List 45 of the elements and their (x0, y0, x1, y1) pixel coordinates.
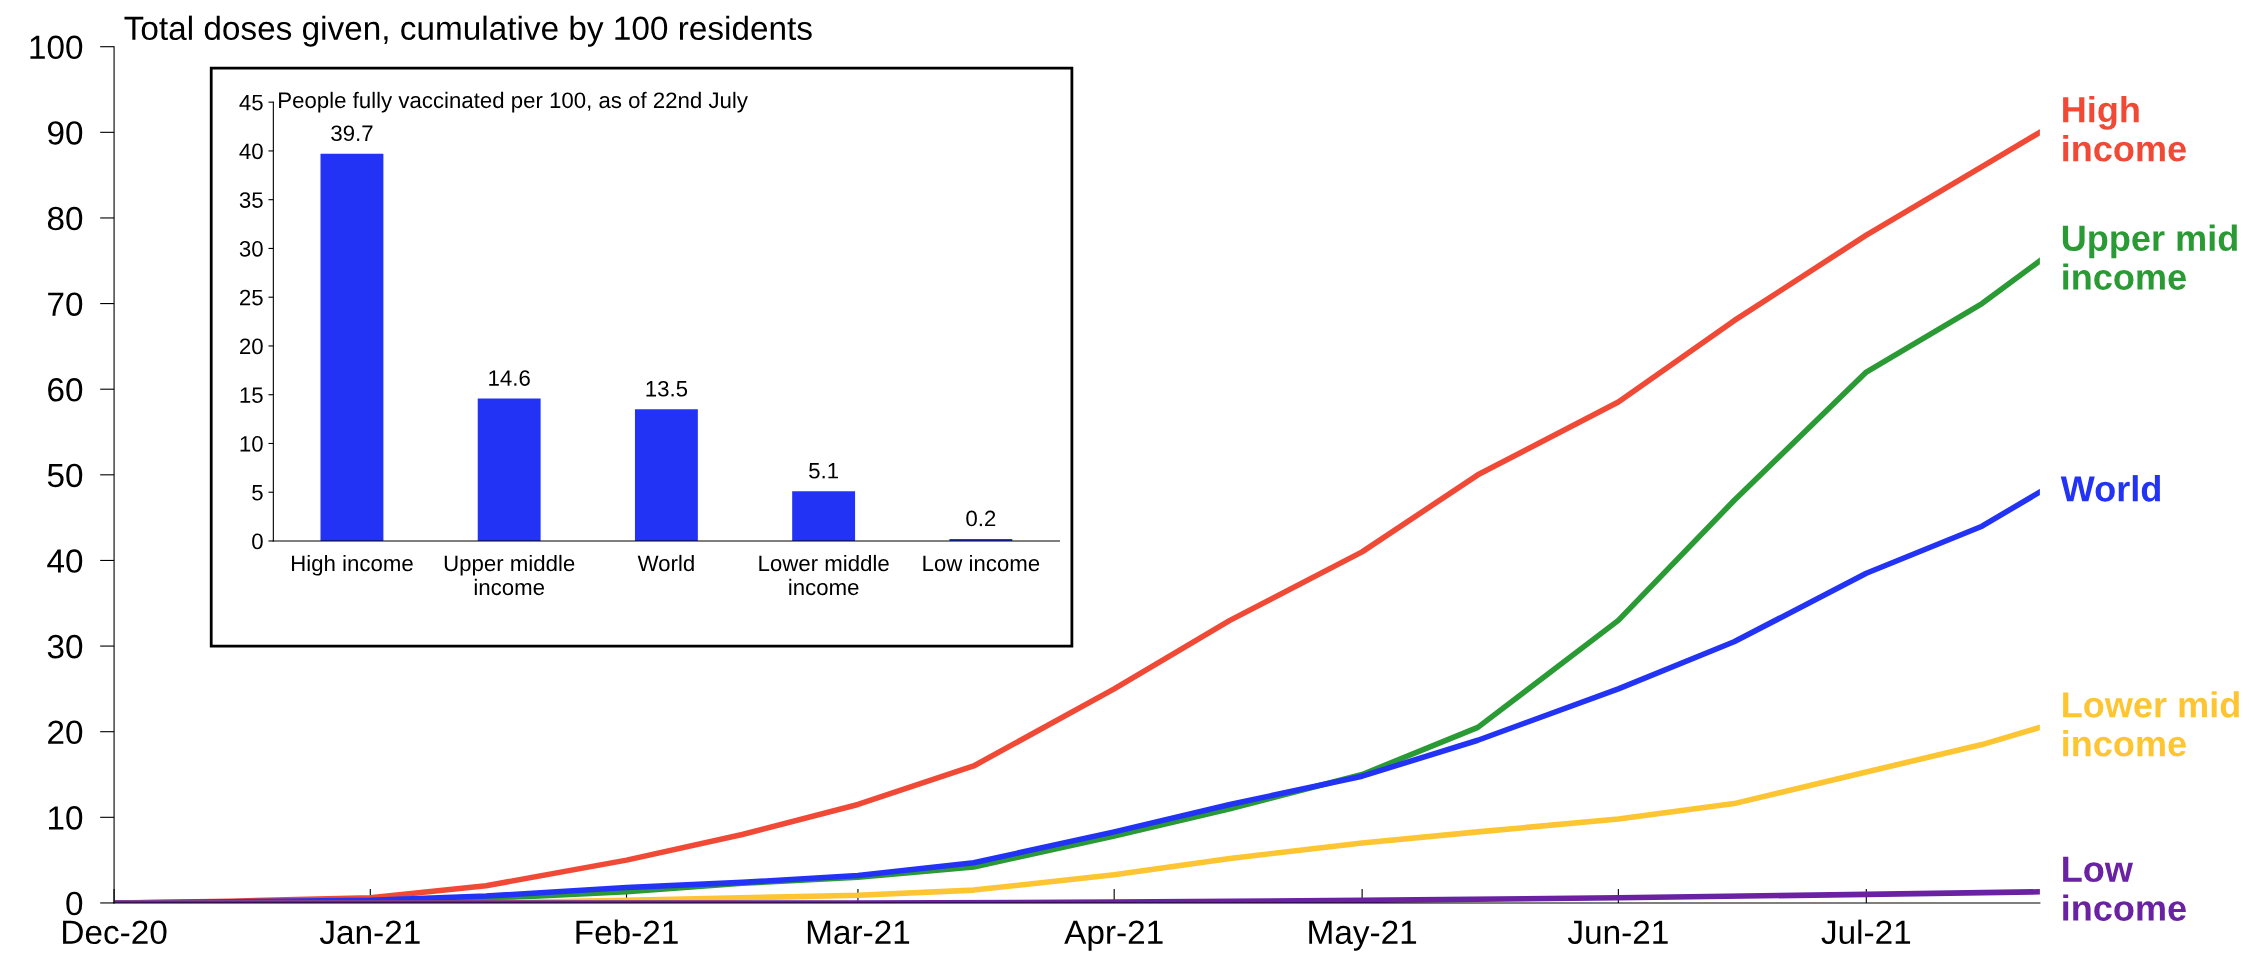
series-label: World (2060, 475, 2160, 502)
y-tick-label: 10 (240, 436, 263, 452)
y-tick-label: 25 (240, 289, 263, 306)
y-tick-label: 70 (48, 292, 83, 316)
y-tick-label: 0 (66, 891, 83, 916)
y-tick-label: 100 (30, 35, 83, 60)
y-tick-label: 45 (239, 94, 263, 111)
y-tick-label: 20 (240, 338, 263, 355)
y-tick-label: 5 (252, 484, 263, 501)
x-tick-label: Jul-21 (1821, 919, 1911, 945)
y-tick-label: 30 (47, 634, 83, 659)
series-label: High income (2063, 95, 2186, 162)
y-tick-label: 40 (47, 549, 83, 573)
y-tick-label: 15 (240, 387, 263, 403)
data-label: 13.5 (646, 380, 688, 397)
x-tick-label: Jun-21 (1567, 920, 1668, 945)
series-label: Lower mid income (2063, 691, 2239, 757)
x-tick-label: Dec-20 (63, 920, 167, 945)
chart-title: People fully vaccinated per 100, as of 22nd July (279, 91, 748, 113)
x-tick-label: Lower middle income (759, 554, 889, 596)
y-tick-label: 30 (239, 240, 263, 257)
y-tick-label: 0 (252, 533, 263, 550)
x-tick-label: May-21 (1309, 920, 1417, 951)
y-tick-label: 50 (47, 463, 83, 488)
x-tick-label: Upper middle income (444, 554, 575, 596)
data-label: 0.2 (966, 510, 996, 527)
x-tick-label: Low income (923, 554, 1040, 572)
y-tick-label: 60 (48, 378, 83, 402)
y-tick-label: 20 (48, 720, 83, 745)
y-tick-label: 10 (48, 806, 83, 830)
x-tick-label: World (637, 554, 694, 572)
series-label: Upper mid income (2062, 224, 2237, 290)
x-tick-label: Mar-21 (807, 920, 910, 945)
x-tick-label: Jan-21 (319, 920, 420, 945)
x-tick-label: High income (292, 554, 413, 576)
chart-title: Total doses given, cumulative by 100 residents (124, 15, 812, 47)
x-tick-label: Feb-21 (576, 919, 678, 945)
y-tick-label: 35 (239, 192, 263, 208)
x-tick-label: Apr-21 (1064, 920, 1163, 951)
y-tick-label: 90 (48, 121, 83, 145)
y-tick-label: 80 (47, 206, 83, 231)
data-label: 5.1 (809, 463, 838, 479)
data-label: 39.7 (331, 125, 373, 142)
y-tick-label: 40 (239, 143, 263, 160)
data-label: 14.6 (489, 370, 530, 386)
